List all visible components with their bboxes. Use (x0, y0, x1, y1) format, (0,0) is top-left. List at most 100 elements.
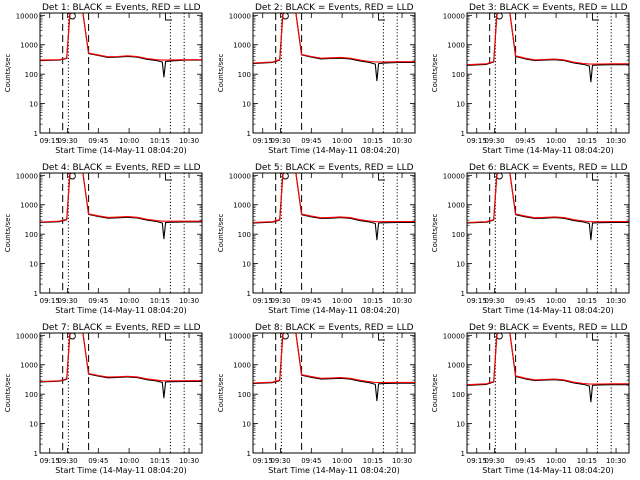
y-axis-label: Counts/sec (431, 374, 439, 413)
x-axis-label: Start Time (14-May-11 08:04:20) (482, 146, 613, 155)
x-tick-label: 10:00 (546, 137, 566, 145)
x-tick-label: 10:30 (392, 457, 412, 465)
series-line-events (252, 172, 415, 241)
x-tick-label: 09:15 (40, 457, 60, 465)
x-tick-label: 09:30 (270, 137, 290, 145)
top-bracket-marker (378, 333, 386, 341)
y-tick-label: 1 (461, 290, 465, 298)
y-tick-label: 1000 (447, 202, 465, 210)
plot-frame (466, 12, 630, 134)
plot-frame (252, 12, 416, 134)
x-tick-label: 09:30 (57, 297, 77, 305)
series-line-lld (466, 12, 629, 66)
top-bracket-marker (165, 13, 173, 21)
x-tick-label: 10:15 (363, 457, 383, 465)
series-line-events (252, 12, 415, 82)
y-tick-label: 100 (238, 391, 251, 399)
y-tick-label: 100 (238, 231, 251, 239)
x-axis-label: Start Time (14-May-11 08:04:20) (268, 306, 399, 315)
y-tick-label: 10000 (229, 332, 251, 340)
x-tick-label: 10:30 (179, 297, 199, 305)
y-tick-label: 1 (247, 290, 251, 298)
y-tick-label: 100 (452, 391, 465, 399)
x-tick-label: 10:30 (606, 137, 626, 145)
x-tick-label: 10:30 (606, 297, 626, 305)
plot-frame (252, 332, 416, 454)
x-tick-label: 09:15 (467, 457, 487, 465)
y-tick-label: 10 (29, 261, 38, 269)
y-tick-label: 1 (247, 130, 251, 138)
x-tick-label: 10:00 (119, 457, 139, 465)
series-line-lld (252, 12, 415, 64)
panel-det-7: Det 7: BLACK = Events, RED = LLD Counts/s… (4, 323, 203, 475)
x-tick-label: 10:00 (119, 297, 139, 305)
x-tick-label: 10:30 (392, 297, 412, 305)
y-tick-label: 10 (242, 261, 251, 269)
y-tick-label: 10 (456, 261, 465, 269)
y-tick-label: 10 (242, 101, 251, 109)
x-axis-label: Start Time (14-May-11 08:04:20) (482, 306, 613, 315)
top-bracket-marker (378, 13, 386, 21)
series-line-lld (39, 12, 202, 61)
x-tick-label: 09:30 (270, 457, 290, 465)
x-tick-label: 09:45 (515, 297, 535, 305)
y-tick-label: 1000 (233, 362, 251, 370)
y-axis-label: Counts/sec (431, 54, 439, 93)
y-tick-label: 100 (25, 391, 38, 399)
x-tick-label: 09:45 (88, 457, 108, 465)
plot-frame (39, 332, 203, 454)
x-tick-label: 09:30 (484, 297, 504, 305)
x-tick-label: 09:45 (88, 297, 108, 305)
x-tick-label: 10:15 (150, 297, 170, 305)
y-tick-label: 1 (247, 450, 251, 458)
series-line-lld (466, 332, 629, 386)
x-axis-label: Start Time (14-May-11 08:04:20) (55, 146, 186, 155)
x-tick-label: 10:30 (392, 137, 412, 145)
series-line-events (252, 332, 415, 402)
series-line-events (39, 332, 202, 399)
y-axis-label: Counts/sec (4, 214, 12, 253)
y-tick-label: 1000 (20, 42, 38, 50)
panel-title: Det 1: BLACK = Events, RED = LLD (42, 3, 201, 13)
y-tick-label: 10000 (229, 12, 251, 20)
panel-det-2: Det 2: BLACK = Events, RED = LLD Counts/s… (217, 3, 416, 155)
panel-det-5: Det 5: BLACK = Events, RED = LLD Counts/s… (217, 163, 416, 315)
y-tick-label: 1000 (20, 202, 38, 210)
panel-det-9: Det 9: BLACK = Events, RED = LLD Counts/s… (431, 323, 630, 475)
x-tick-label: 10:15 (577, 457, 597, 465)
x-tick-label: 09:15 (467, 137, 487, 145)
panel-det-6: Det 6: BLACK = Events, RED = LLD Counts/s… (431, 163, 630, 315)
series-line-lld (39, 332, 202, 383)
x-tick-label: 10:15 (363, 137, 383, 145)
panel-title: Det 6: BLACK = Events, RED = LLD (469, 163, 628, 173)
series-line-lld (252, 332, 415, 384)
x-axis-label: Start Time (14-May-11 08:04:20) (482, 466, 613, 475)
series-line-events (466, 332, 629, 403)
series-line-events (39, 172, 202, 240)
plot-frame (39, 12, 203, 134)
x-tick-label: 10:15 (363, 297, 383, 305)
panel-title: Det 7: BLACK = Events, RED = LLD (42, 323, 201, 333)
y-tick-label: 1 (34, 130, 38, 138)
y-tick-label: 10000 (229, 172, 251, 180)
y-tick-label: 10 (29, 101, 38, 109)
y-tick-label: 10000 (16, 12, 38, 20)
x-axis-label: Start Time (14-May-11 08:04:20) (268, 146, 399, 155)
y-tick-label: 10 (456, 421, 465, 429)
y-tick-label: 10000 (443, 172, 465, 180)
panel-det-4: Det 4: BLACK = Events, RED = LLD Counts/s… (4, 163, 203, 315)
x-tick-label: 10:00 (546, 457, 566, 465)
x-tick-label: 09:30 (270, 297, 290, 305)
x-tick-label: 10:15 (577, 137, 597, 145)
panel-title: Det 5: BLACK = Events, RED = LLD (255, 163, 414, 173)
plot-frame (466, 172, 630, 294)
x-tick-label: 09:15 (253, 297, 273, 305)
series-line-lld (39, 172, 202, 223)
plot-frame (466, 332, 630, 454)
series-line-events (466, 12, 629, 83)
y-tick-label: 1000 (20, 362, 38, 370)
y-tick-label: 100 (452, 231, 465, 239)
y-tick-label: 1000 (447, 42, 465, 50)
y-tick-label: 1 (461, 450, 465, 458)
